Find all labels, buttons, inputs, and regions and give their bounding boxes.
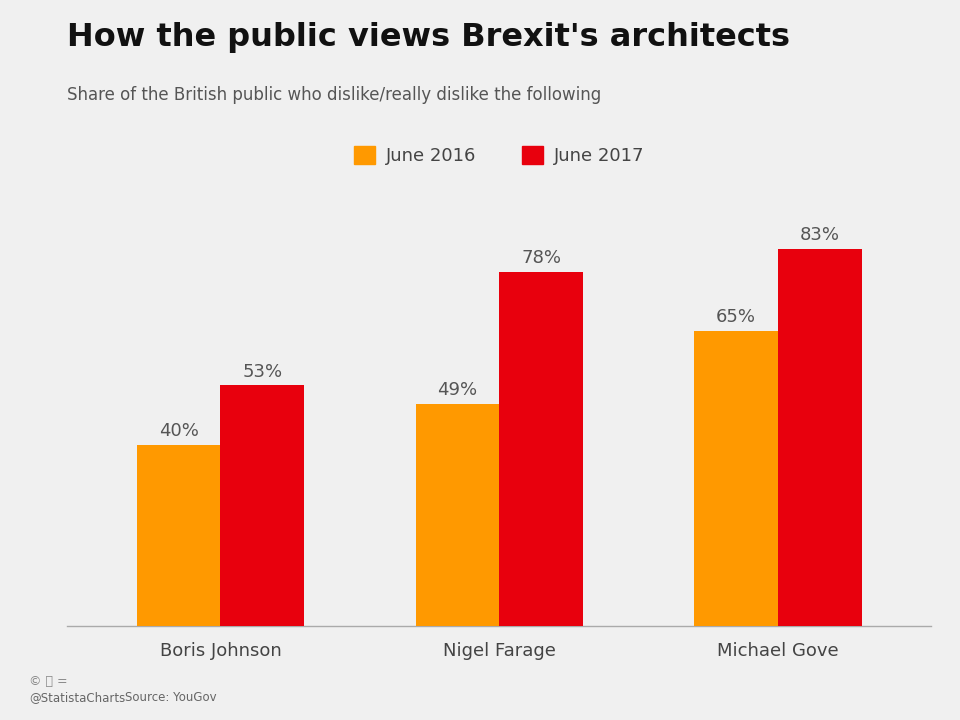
Bar	[416, 404, 499, 626]
Text: 49%: 49%	[438, 381, 477, 399]
Text: @StatistaCharts: @StatistaCharts	[29, 691, 125, 704]
Text: Share of the British public who dislike/really dislike the following: Share of the British public who dislike/…	[67, 86, 602, 104]
Bar	[137, 444, 221, 626]
Bar	[499, 271, 583, 626]
Text: © ⓘ =: © ⓘ =	[29, 675, 67, 688]
Text: 40%: 40%	[158, 422, 199, 440]
Bar	[694, 330, 778, 626]
Legend: June 2016, June 2017: June 2016, June 2017	[347, 139, 652, 172]
Text: 78%: 78%	[521, 249, 561, 267]
Bar	[778, 249, 861, 626]
Bar	[221, 385, 304, 626]
Text: 53%: 53%	[242, 363, 282, 381]
Text: Source: YouGov: Source: YouGov	[125, 691, 216, 704]
Text: 65%: 65%	[716, 308, 756, 326]
Text: How the public views Brexit's architects: How the public views Brexit's architects	[67, 22, 790, 53]
Text: 83%: 83%	[800, 226, 840, 244]
